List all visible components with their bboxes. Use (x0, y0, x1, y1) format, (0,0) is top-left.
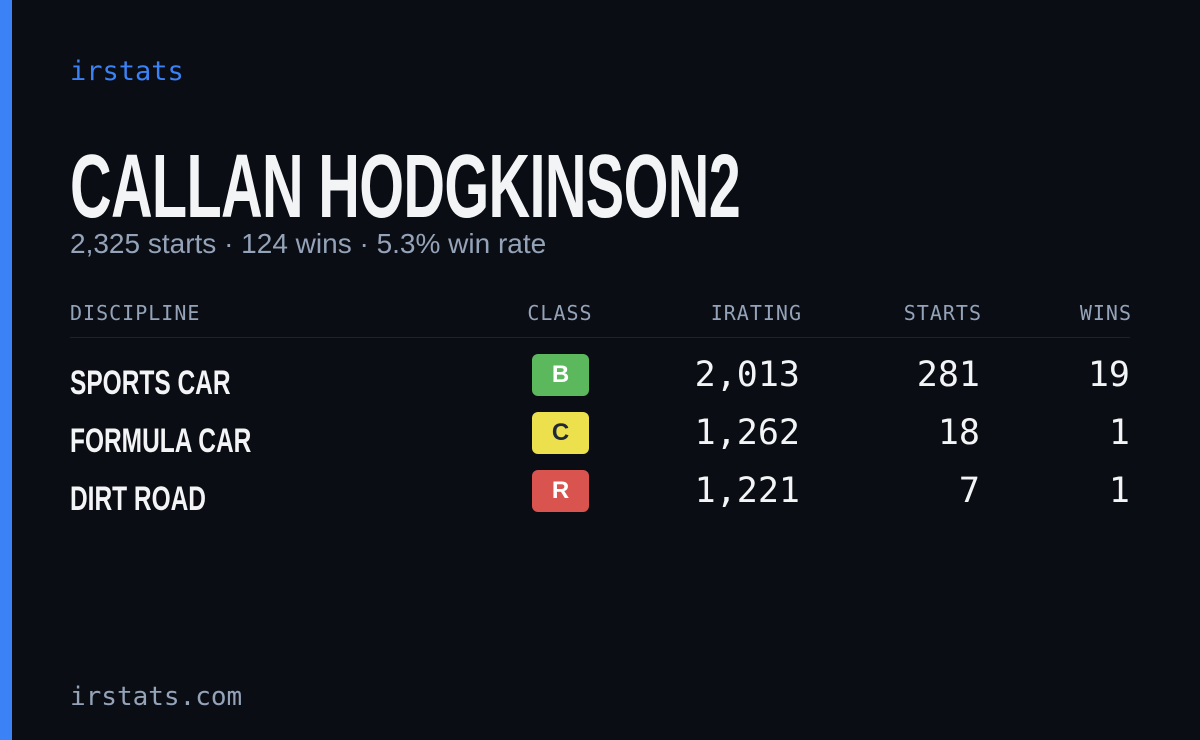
accent-bar (0, 0, 12, 740)
class-badge: R (532, 470, 589, 512)
header-starts: STARTS (903, 301, 982, 325)
wins: 1 (1108, 413, 1130, 453)
class-badge: B (532, 354, 589, 396)
header-discipline: DISCIPLINE (70, 301, 201, 325)
summary: 2,325 starts · 124 wins · 5.3% win rate (70, 228, 547, 259)
discipline: DIRT ROAD (70, 480, 207, 518)
irating: 1,221 (694, 471, 800, 511)
discipline: SPORTS CAR (70, 364, 231, 402)
header-class: CLASS (527, 301, 593, 325)
brand: irstats (70, 56, 184, 87)
wins: 19 (1087, 355, 1130, 395)
header-wins: WINS (1079, 301, 1132, 325)
irating: 1,262 (694, 413, 800, 453)
wins: 1 (1108, 471, 1130, 511)
class-badge: C (532, 412, 589, 454)
header-irating: IRATING (710, 301, 802, 325)
starts: 7 (958, 471, 980, 511)
discipline: FORMULA CAR (70, 422, 252, 460)
irating: 2,013 (694, 355, 800, 395)
footer: irstats.com (70, 682, 243, 712)
starts: 18 (937, 413, 980, 453)
player-name: CALLAN HODGKINSON2 (70, 137, 741, 237)
divider (70, 337, 1130, 338)
starts: 281 (916, 355, 980, 395)
